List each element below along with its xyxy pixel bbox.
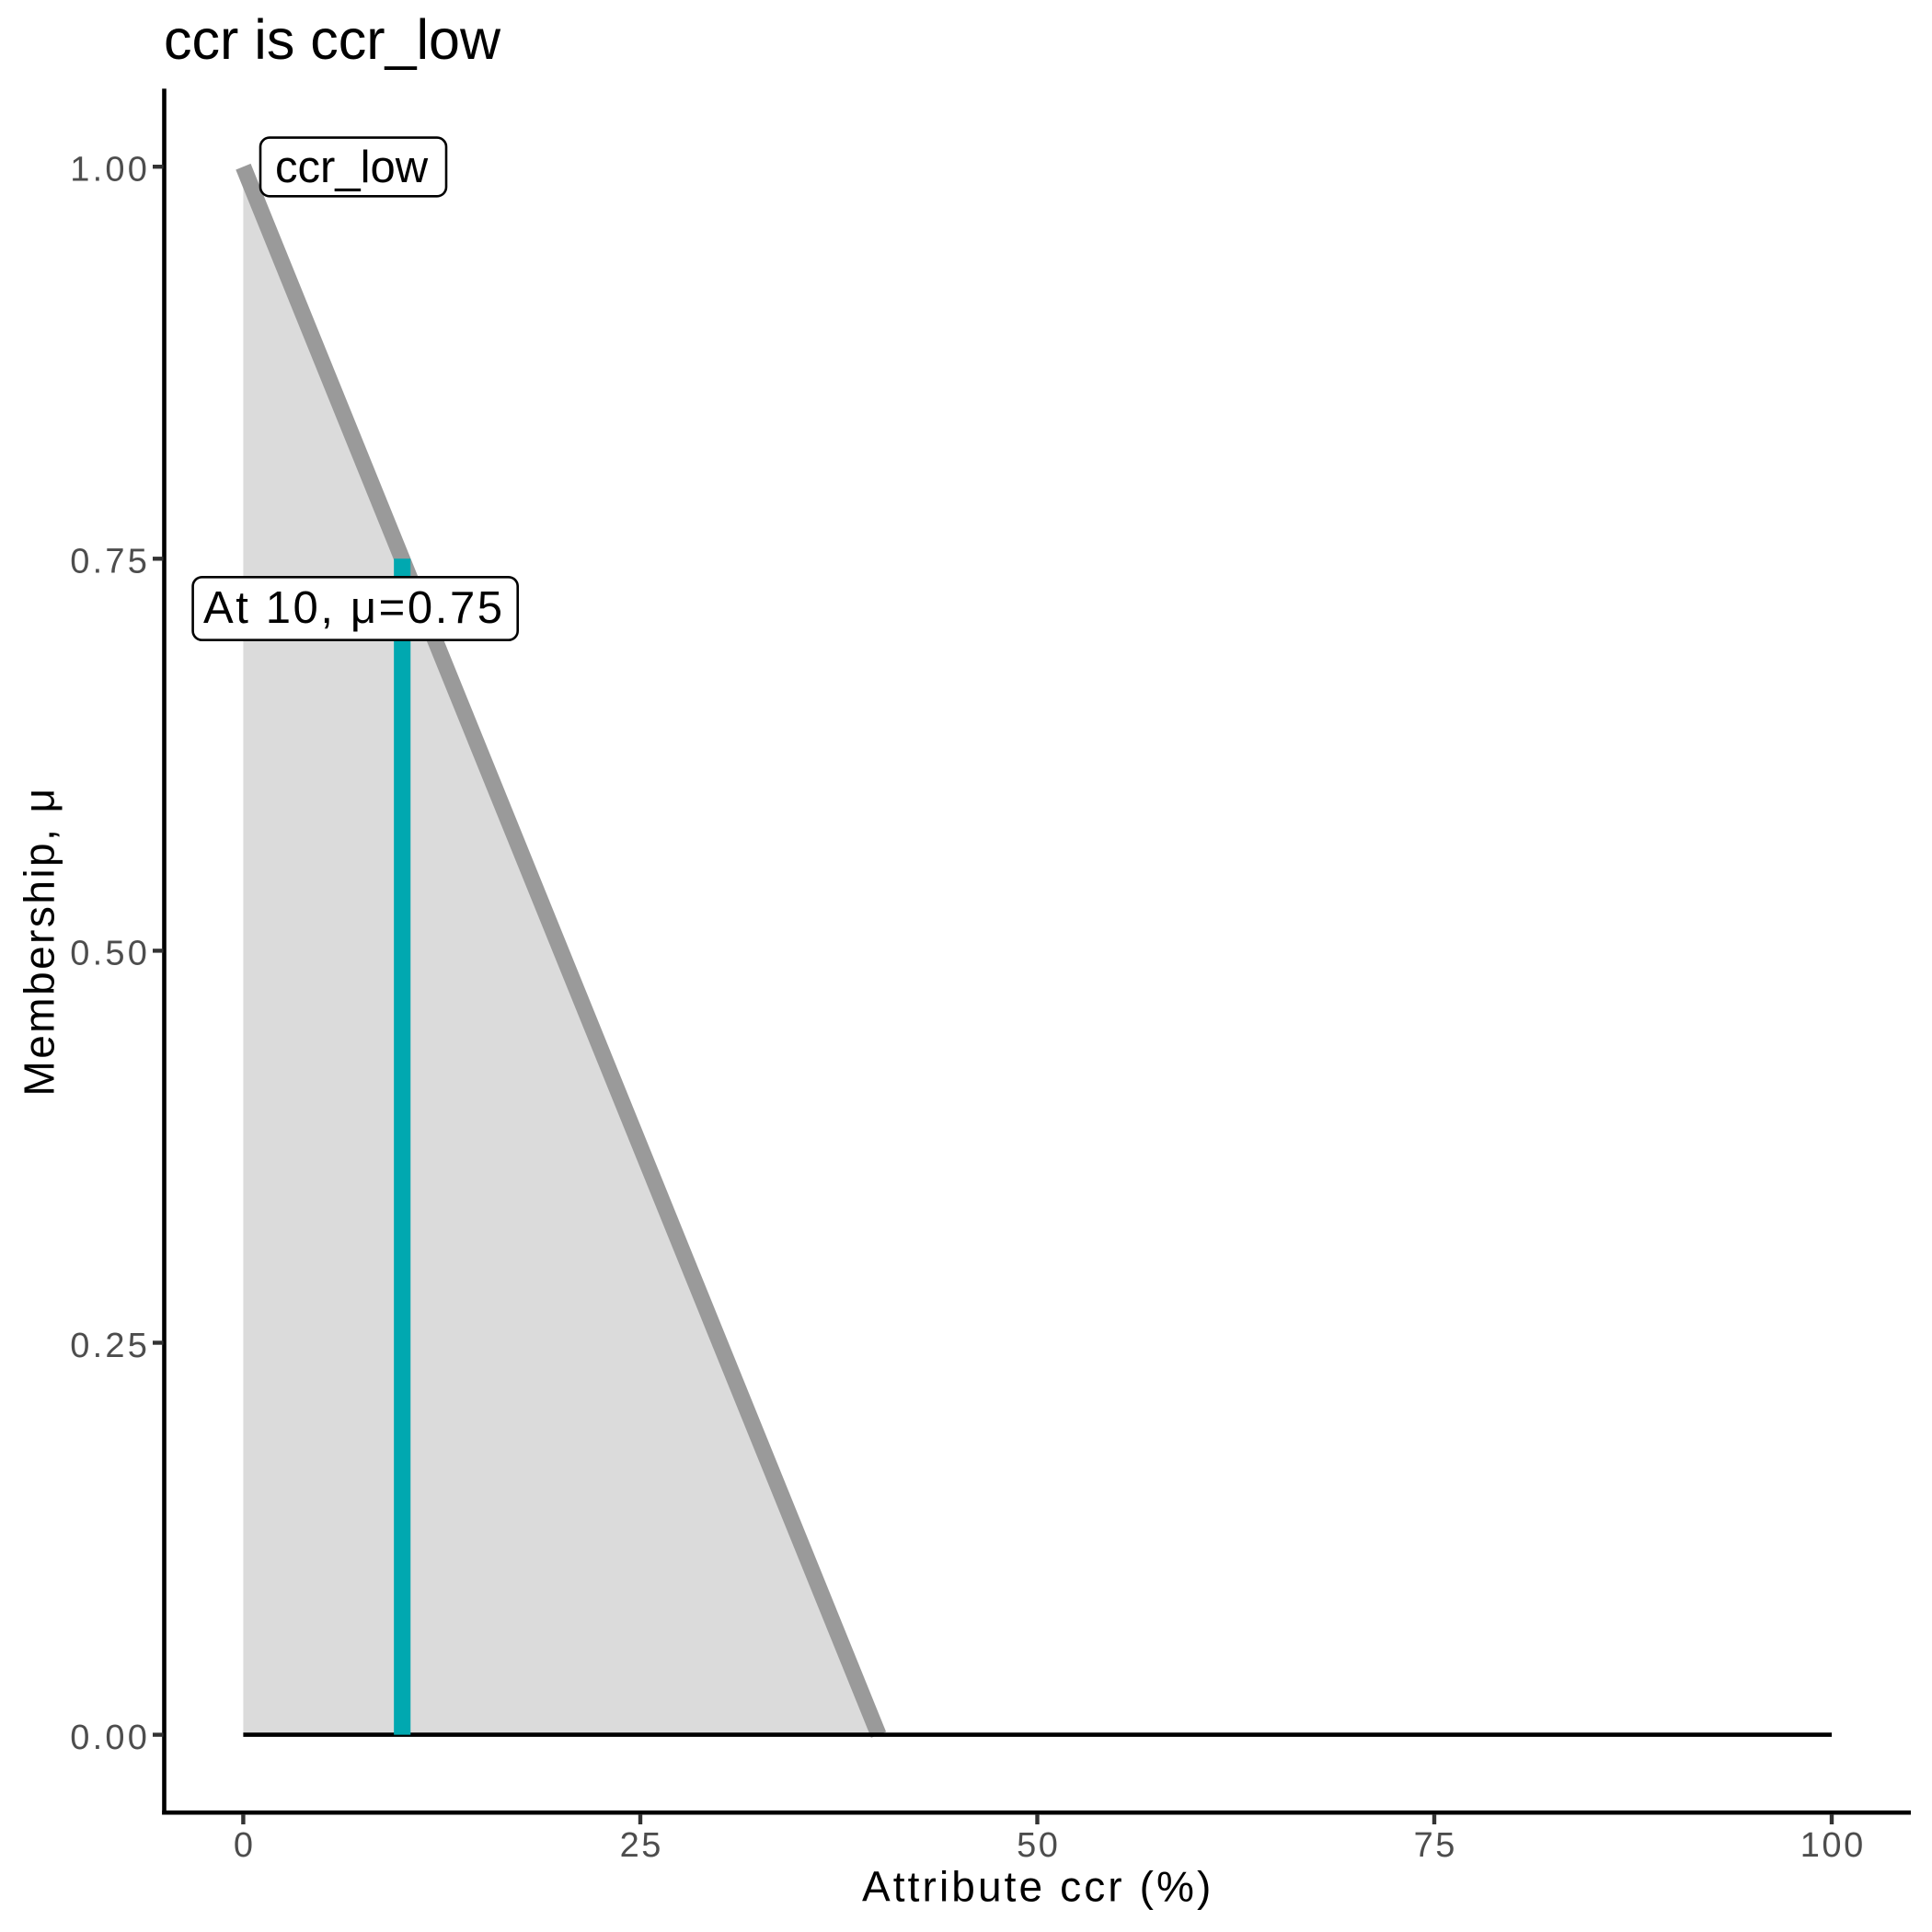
svg-text:ccr_low: ccr_low [275,143,429,192]
svg-text:Attribute ccr (%): Attribute ccr (%) [862,1863,1213,1911]
svg-text:ccr is ccr_low: ccr is ccr_low [164,8,501,71]
svg-text:0.75: 0.75 [70,543,150,581]
svg-text:0.25: 0.25 [70,1327,150,1365]
svg-text:50: 50 [1017,1826,1060,1865]
svg-text:1.00: 1.00 [70,151,150,190]
svg-text:At 10, μ=0.75: At 10, μ=0.75 [203,583,505,633]
svg-text:75: 75 [1414,1826,1457,1865]
svg-text:Membership, μ: Membership, μ [16,786,63,1096]
svg-text:0: 0 [234,1826,256,1865]
svg-text:25: 25 [620,1826,663,1865]
svg-text:0.50: 0.50 [70,935,150,973]
svg-text:100: 100 [1800,1826,1866,1865]
svg-text:0.00: 0.00 [70,1719,150,1757]
